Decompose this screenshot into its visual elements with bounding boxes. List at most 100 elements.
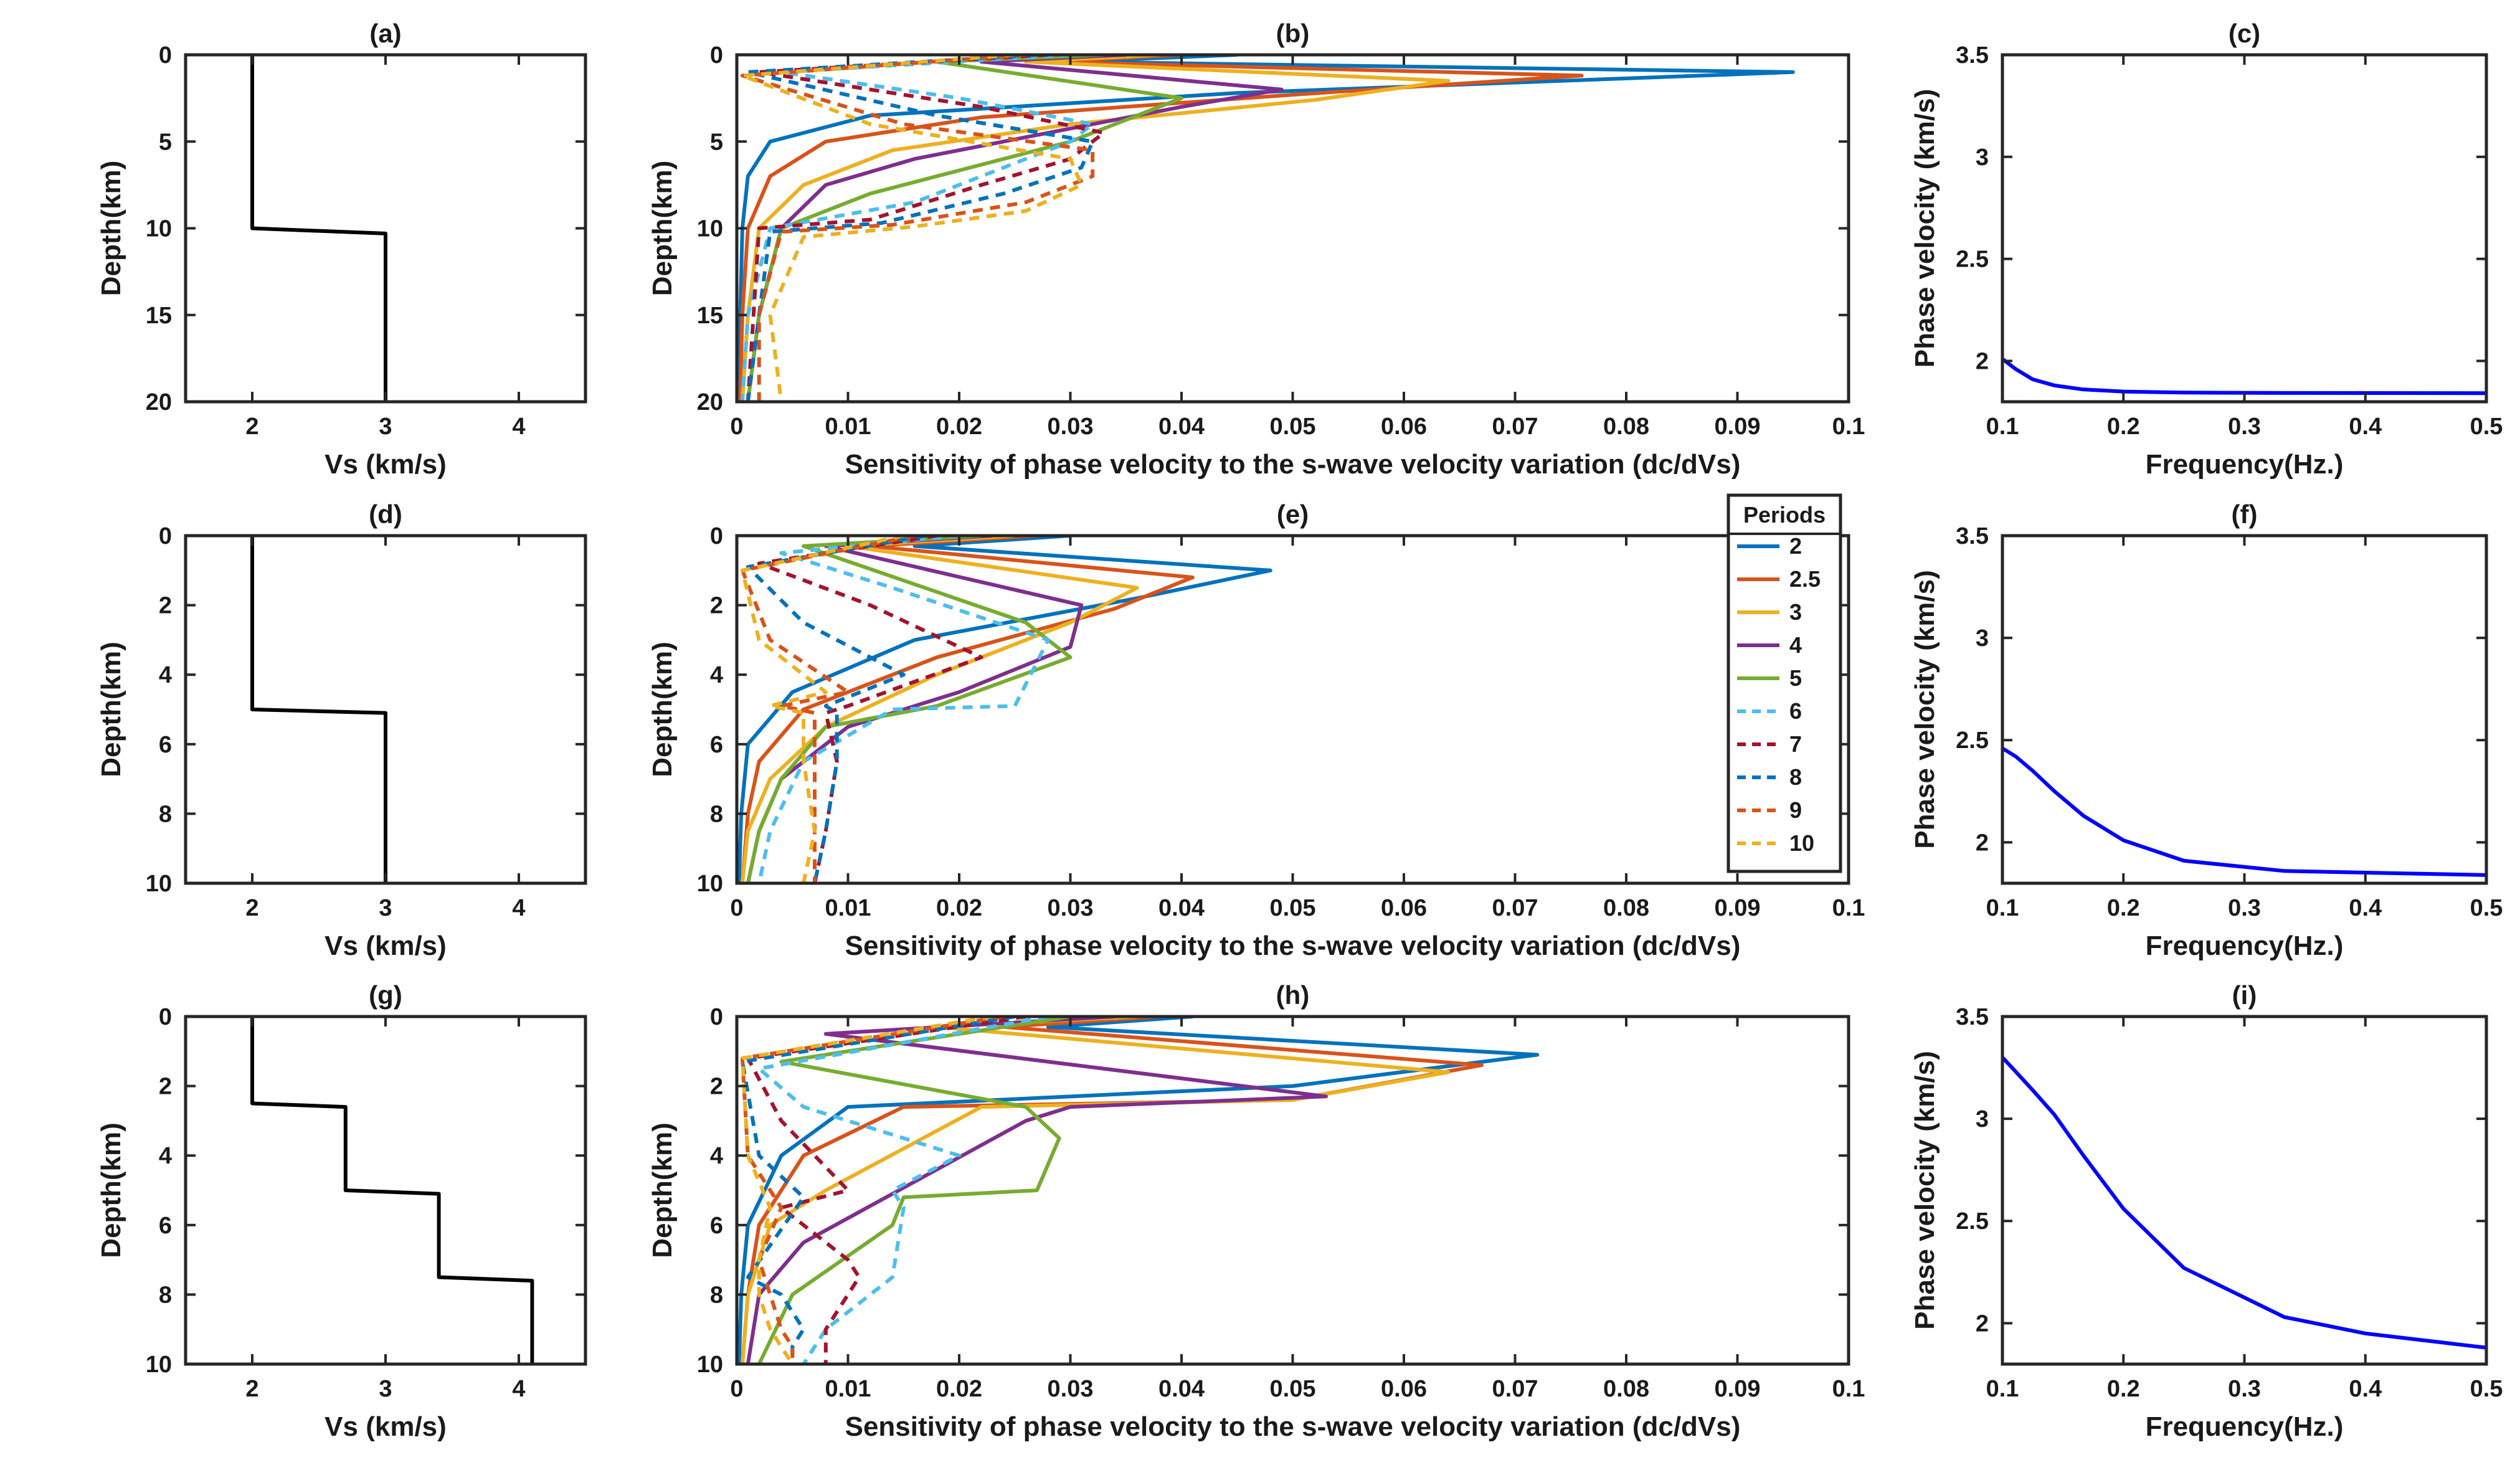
series-line-period-9 [740, 536, 916, 883]
profile-line [250, 536, 387, 883]
y-tick-label: 3 [1976, 625, 1989, 652]
legend: Periods 2 2.5 3 4 5 6 7 8 9 10 [1727, 493, 1842, 873]
profile-line [250, 55, 387, 402]
series-group-c [2002, 357, 2486, 396]
y-axis-label: Depth(km) [647, 161, 678, 296]
series-line-period-8 [740, 1017, 1015, 1364]
x-tick-label: 0.04 [1158, 895, 1205, 921]
y-tick-label: 4 [159, 1143, 172, 1169]
x-tick-label: 0 [730, 1376, 743, 1402]
x-tick-label: 0.06 [1381, 1376, 1427, 1402]
panel-a: 2 3 4 0 5 10 15 20 (a) Vs (km/s) Depth(km) [96, 19, 587, 480]
y-tick-label: 3 [1976, 145, 1989, 171]
series-group-i [2002, 1056, 2486, 1350]
y-axis-label: Depth(km) [96, 642, 126, 777]
legend-label: 3 [1789, 599, 1802, 625]
x-tick-label: 0.04 [1158, 1376, 1205, 1402]
x-axis-label: Sensitivity of phase velocity to the s-w… [845, 449, 1741, 480]
y-tick-label: 6 [710, 1213, 723, 1239]
x-tick-label: 2 [245, 414, 258, 440]
series-group-b [737, 55, 1795, 402]
legend-label: 9 [1789, 797, 1802, 823]
series-line-period-5 [746, 536, 1073, 883]
x-tick-label: 0.2 [2107, 414, 2140, 440]
y-tick-label: 2.5 [1956, 247, 1989, 273]
y-tick-label: 8 [159, 1282, 172, 1308]
series-line-period-8 [746, 55, 1095, 402]
legend-label: 7 [1789, 731, 1802, 757]
x-axis-label: Frequency(Hz.) [2146, 449, 2344, 480]
x-tick-label: 0.06 [1381, 895, 1427, 921]
panel-title: (b) [1276, 19, 1310, 48]
dispersion-line [2002, 357, 2486, 396]
series-group-d [250, 536, 387, 883]
panel-title: (c) [2229, 19, 2260, 48]
y-tick-label: 2.5 [1956, 728, 1989, 754]
panel-i: 0.1 0.2 0.3 0.4 0.5 2 2.5 3 3.5 (i) Frequency(Hz.)… [1910, 980, 2503, 1442]
y-tick-label: 2 [710, 593, 723, 619]
x-tick-label: 0.08 [1603, 895, 1649, 921]
y-axis-label: Depth(km) [647, 1122, 678, 1258]
series-line-period-3 [740, 1017, 1451, 1364]
x-tick-label: 0.05 [1270, 414, 1316, 440]
x-axis-label: Vs (km/s) [324, 1411, 447, 1442]
x-axis-label: Sensitivity of phase velocity to the s-w… [845, 1411, 1741, 1442]
x-tick-label: 0.09 [1715, 414, 1761, 440]
panel-title: (i) [2232, 980, 2257, 1010]
x-tick-label: 0.1 [1986, 414, 2019, 440]
panel-title: (h) [1276, 980, 1310, 1010]
x-tick-label: 0.02 [936, 414, 982, 440]
profile-line [250, 1017, 534, 1364]
y-tick-label: 10 [697, 871, 723, 897]
y-tick-label: 2.5 [1956, 1208, 1989, 1235]
y-tick-label: 10 [146, 1352, 172, 1378]
series-group-f [2002, 746, 2486, 877]
y-tick-label: 3.5 [1956, 523, 1989, 549]
x-tick-label: 0.03 [1048, 414, 1094, 440]
series-line-period-2_5 [740, 536, 1195, 883]
x-tick-label: 0.5 [2470, 895, 2503, 921]
x-tick-label: 0 [730, 414, 743, 440]
series-line-period-10 [740, 55, 1084, 402]
legend-label: 2 [1789, 533, 1802, 559]
y-tick-label: 4 [710, 1143, 723, 1169]
y-tick-label: 10 [146, 871, 172, 897]
x-tick-label: 2 [245, 1376, 258, 1402]
series-line-period-2 [737, 1017, 1540, 1364]
y-axis-label: Depth(km) [647, 642, 678, 777]
series-line-period-6 [757, 536, 1050, 883]
series-line-period-3 [740, 536, 1139, 883]
x-axis-label: Sensitivity of phase velocity to the s-w… [845, 931, 1741, 961]
series-group-a [250, 55, 387, 402]
x-tick-label: 0.4 [2349, 1376, 2382, 1402]
y-tick-label: 10 [697, 1352, 723, 1378]
dispersion-line [2002, 1056, 2486, 1350]
x-tick-label: 0.4 [2349, 414, 2382, 440]
legend-label: 10 [1789, 830, 1814, 856]
series-line-period-10 [740, 536, 904, 883]
x-tick-label: 4 [512, 414, 525, 440]
x-tick-label: 0.3 [2228, 414, 2261, 440]
axes-box-f [2001, 534, 2488, 885]
series-line-period-10 [740, 1017, 993, 1364]
panel-title: (d) [369, 500, 402, 529]
x-axis-label: Vs (km/s) [324, 931, 447, 961]
x-tick-label: 3 [379, 414, 392, 440]
legend-label: 4 [1789, 632, 1802, 658]
x-tick-label: 0.05 [1270, 1376, 1316, 1402]
panel-h: 0 0.01 0.02 0.03 0.04 0.05 0.06 0.07 0.08 0.09 0.1… [647, 980, 1865, 1442]
x-tick-label: 0.2 [2107, 1376, 2140, 1402]
panel-title: (e) [1277, 500, 1309, 529]
y-tick-label: 6 [159, 1213, 172, 1239]
legend-label: 8 [1789, 764, 1802, 790]
legend-box [1727, 493, 1842, 873]
axes-box-c [2001, 53, 2488, 404]
x-tick-label: 0.4 [2349, 895, 2382, 921]
y-tick-label: 0 [159, 1004, 172, 1030]
y-tick-label: 8 [710, 801, 723, 827]
x-tick-label: 0.5 [2470, 414, 2503, 440]
y-tick-label: 4 [159, 662, 172, 688]
panel-title: (f) [2232, 500, 2258, 529]
x-tick-label: 0.01 [825, 895, 871, 921]
